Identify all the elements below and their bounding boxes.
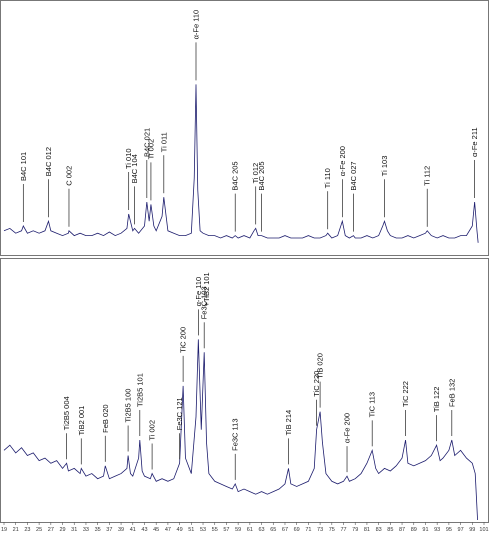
x-tick-label: 45 [153,527,159,533]
peak-label: B4C 027 [349,161,358,190]
x-tick-label: 53 [200,527,206,533]
x-tick-label: 77 [340,527,346,533]
x-tick-label: 95 [446,527,452,533]
x-tick-label: 67 [282,527,288,533]
x-tick-label: 57 [223,527,229,533]
x-tick-label: 29 [59,527,65,533]
peak-label: α-Fe 200 [338,146,347,176]
peak-label: TiC 113 [368,392,377,417]
peak-label: B4C 101 [19,152,28,181]
peak-label: Ti 002 [146,139,155,160]
peak-label: C 002 [64,166,73,186]
peak-label: B4C 021 [142,128,151,157]
peak-label: Ti 002 [148,420,157,441]
x-tick-label: 93 [434,527,440,533]
peak-label: Ti 110 [323,168,332,188]
peak-label: Ti2B5 101 [135,373,144,407]
x-tick-label: 87 [399,527,405,533]
x-tick-label: 71 [305,527,311,533]
x-tick-label: 49 [177,527,183,533]
peak-label: TiC 200 [179,327,188,353]
x-tick-label: 65 [270,527,276,533]
peak-label: B4C 205 [231,161,240,190]
peak-label: Ti 112 [423,166,432,186]
x-tick-label: 85 [387,527,393,533]
x-tick-label: 43 [141,527,147,533]
peak-label: α-Fe 200 [343,413,352,443]
peak-label: Ti 010 [124,148,133,169]
peak-label: Fe3C 121 [175,397,184,430]
x-tick-label: 31 [71,527,77,533]
x-tick-label: 47 [165,527,171,533]
x-tick-label: 73 [317,527,323,533]
peak-label-line: α-Fe 110 [194,277,203,307]
peak-label: B4C 205 [257,161,266,190]
top-panel-frame [0,0,489,256]
peak-label: TiB2 001 [77,406,86,436]
spectrum-line [3,339,478,521]
peak-label: TiB 214 [284,410,293,436]
peak-label: B4C 104 [130,154,139,183]
bottom-panel-frame [0,258,489,523]
x-tick-label: 51 [188,527,194,533]
x-tick-label: 23 [24,527,30,533]
peak-label-line: +TiB2 101 [202,272,211,306]
x-tick-label: 79 [352,527,358,533]
x-tick-label: 89 [411,527,417,533]
peak-label: TiC 222 [401,381,410,407]
x-tick-label: 27 [48,527,54,533]
x-tick-label: 59 [235,527,241,533]
spectrum-line [3,84,479,243]
peak-label: TiB 020 [316,353,325,379]
x-tick-label: 25 [36,527,42,533]
peak-label: Ti 012 [251,163,260,184]
peak-label: Ti2B5 100 [124,389,133,423]
peak-label: FeB 020 [101,404,110,432]
peak-label: α-Fe 211 [470,127,479,157]
peak-label: B4C 012 [44,147,53,176]
x-tick-label: 69 [294,527,300,533]
x-tick-label: 21 [13,527,19,533]
x-tick-label: 35 [95,527,101,533]
x-tick-label: 91 [422,527,428,533]
x-tick-label: 33 [83,527,89,533]
x-tick-label: 41 [130,527,136,533]
x-tick-label: 63 [258,527,264,533]
x-tick-label: 39 [118,527,124,533]
peak-label: TiB 122 [432,387,441,413]
peak-label: Ti 103 [380,156,389,177]
peak-label: TiC 220 [312,371,321,397]
x-tick-label: 75 [329,527,335,533]
peak-label: FeB 132 [447,379,456,407]
x-tick-label: 81 [364,527,370,533]
peak-label: Ti 011 [159,132,168,152]
x-tick-label: 61 [247,527,253,533]
peak-label: Fe3C 113 [231,418,240,450]
x-tick-label: 99 [469,527,475,533]
peak-label: α-Fe 110+TiB2 101 [194,272,211,306]
x-tick-label: 83 [376,527,382,533]
peak-label: Ti2B5 004 [62,396,71,430]
peak-label: α-Fe 110 [192,10,201,40]
x-tick-label: 37 [106,527,112,533]
peak-label: Fe3C 103 [200,286,209,319]
x-tick-label: 19 [1,527,7,533]
x-tick-label: 97 [458,527,464,533]
x-tick-label: 101 [479,527,488,533]
x-tick-label: 55 [212,527,218,533]
